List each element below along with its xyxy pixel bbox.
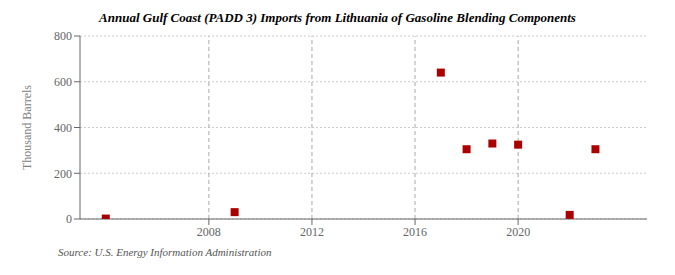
- svg-text:2020: 2020: [506, 225, 530, 239]
- svg-text:Thousand Barrels: Thousand Barrels: [20, 85, 34, 170]
- html-text:Annual Gulf Coast (PADD 3) Imp: Annual Gulf Coast (PADD 3) Imports from …: [99, 10, 576, 25]
- svg-text:0: 0: [66, 212, 72, 226]
- html-text:Source: U.S. Energy Informatio: Source: U.S. Energy Information Administ…: [58, 246, 272, 258]
- svg-text:200: 200: [54, 167, 72, 181]
- svg-text:800: 800: [54, 29, 72, 43]
- svg-text:400: 400: [54, 121, 72, 135]
- svg-text:2016: 2016: [403, 225, 427, 239]
- svg-text:2008: 2008: [197, 225, 221, 239]
- svg-text:2012: 2012: [300, 225, 324, 239]
- svg-text:600: 600: [54, 75, 72, 89]
